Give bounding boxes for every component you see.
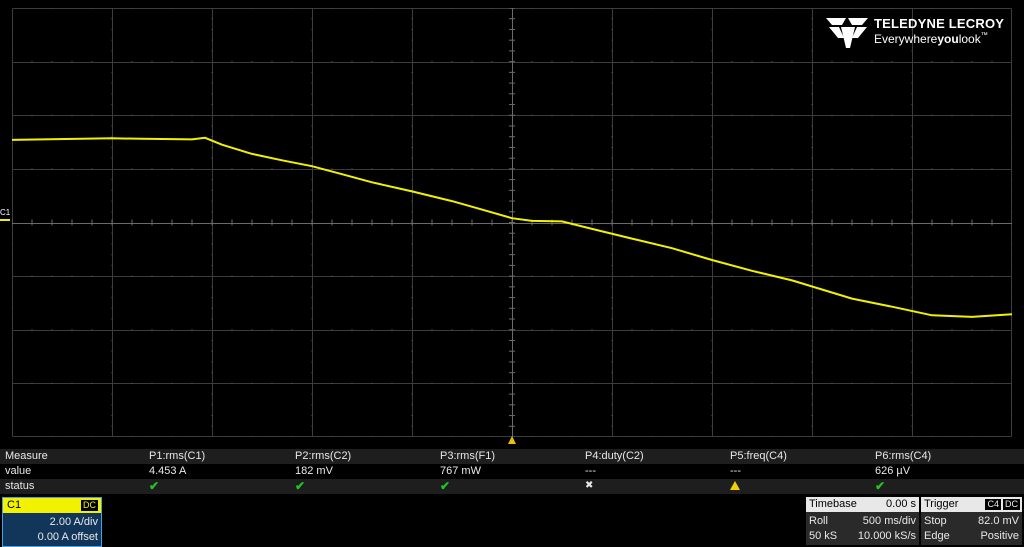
scope-grid[interactable] [12,8,1012,437]
status-row-label: status [5,480,34,492]
trigger-type: Edge [924,530,950,542]
param-value-p5: --- [730,465,741,477]
lecroy-logo-icon [826,16,870,50]
trigger-source-badge: C4 [985,499,1001,510]
measure-table: Measure P1:rms(C1) P2:rms(C2) P3:rms(F1)… [0,448,1024,496]
status-warning-icon [730,481,740,490]
timebase-samples: 50 kS [809,530,837,542]
c1-channel-descriptor[interactable]: C1 DC 2.00 A/div 0.00 A offset [2,497,102,547]
trigger-level: 82.0 mV [978,515,1019,527]
timebase-delay: 0.00 s [886,498,916,510]
timebase-descriptor[interactable]: Timebase 0.00 s Roll 500 ms/div 50 kS 10… [806,497,919,545]
status-ok-icon: ✔ [295,479,305,493]
param-name-p4[interactable]: P4:duty(C2) [585,450,644,462]
channel-offset: 0.00 A offset [38,531,98,543]
brand-tagline: Everywhereyoulook™ [874,32,988,46]
timebase-scale: 500 ms/div [863,515,916,527]
trigger-coupling-badge: DC [1003,499,1020,510]
param-value-p3: 767 mW [440,465,481,477]
status-ok-icon: ✔ [149,479,159,493]
param-value-p6: 626 µV [875,465,910,477]
param-name-p1[interactable]: P1:rms(C1) [149,450,205,462]
trigger-mode: Stop [924,515,947,527]
measure-header-row: Measure P1:rms(C1) P2:rms(C2) P3:rms(F1)… [0,449,1024,464]
c1-offset-marker[interactable] [0,219,10,221]
measure-value-row: value 4.453 A 182 mV 767 mW --- --- 626 … [0,464,1024,479]
channel-vertical-scale: 2.00 A/div [50,516,98,528]
timebase-header: Timebase 0.00 s [806,497,919,512]
teledyne-lecroy-logo: TELEDYNE LECROY Everywhereyoulook™ [826,16,1016,50]
channel-name: C1 [7,499,21,511]
measure-status-row: status ✔ ✔ ✔ ✖ ✔ [0,479,1024,494]
param-name-p5[interactable]: P5:freq(C4) [730,450,787,462]
status-none-icon: ✖ [585,480,593,491]
status-ok-icon: ✔ [440,479,450,493]
param-name-p6[interactable]: P6:rms(C4) [875,450,931,462]
param-name-p2[interactable]: P2:rms(C2) [295,450,351,462]
brand-name: TELEDYNE LECROY [874,16,1004,31]
param-name-p3[interactable]: P3:rms(F1) [440,450,495,462]
param-value-p1: 4.453 A [149,465,186,477]
trigger-header: Trigger C4 DC [921,497,1022,512]
timebase-sample-rate: 10.000 kS/s [858,530,916,542]
trigger-slope: Positive [980,530,1019,542]
value-row-label: value [5,465,31,477]
trigger-position-arrow-icon[interactable] [508,436,516,444]
status-ok-icon: ✔ [875,479,885,493]
timebase-mode: Roll [809,515,828,527]
param-value-p4: --- [585,465,596,477]
timebase-label: Timebase [809,498,857,510]
c1-offset-marker-label[interactable]: C1 [0,208,10,217]
measure-row-label: Measure [5,450,48,462]
trigger-descriptor[interactable]: Trigger C4 DC Stop 82.0 mV Edge Positive [921,497,1022,545]
param-value-p2: 182 mV [295,465,333,477]
channel-coupling-badge: DC [81,500,98,511]
c1-descriptor-header: C1 DC [3,498,101,513]
trigger-label: Trigger [924,498,958,510]
